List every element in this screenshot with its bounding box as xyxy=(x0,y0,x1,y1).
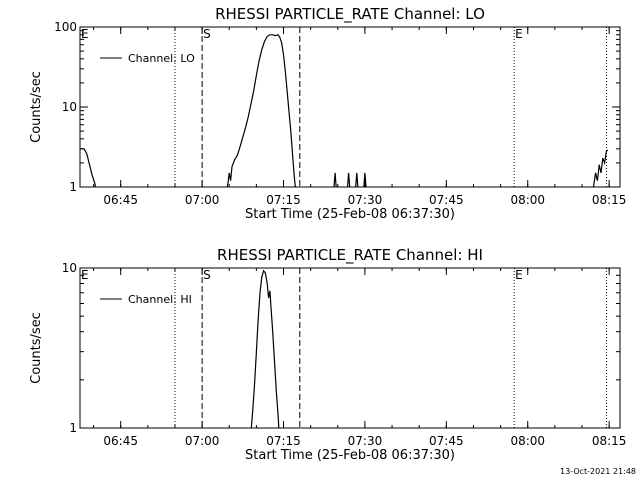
chart-title: RHESSI PARTICLE_RATE Channel: LO xyxy=(215,5,485,24)
x-tick-label: 08:00 xyxy=(510,434,545,448)
x-axis-label: Start Time (25-Feb-08 06:37:30) xyxy=(245,207,455,222)
x-tick-label: 08:15 xyxy=(592,193,627,207)
corner-label: E xyxy=(81,268,89,282)
legend-label: Channel: HI xyxy=(128,293,192,306)
series-line-segment xyxy=(226,34,296,187)
x-tick-label: 07:45 xyxy=(429,434,464,448)
chart-title: RHESSI PARTICLE_RATE Channel: HI xyxy=(217,246,483,265)
marker-label: S xyxy=(203,27,211,41)
series-line-segment xyxy=(592,149,609,187)
legend-label: Channel: LO xyxy=(128,52,195,65)
chart-panel-lo: RHESSI PARTICLE_RATE Channel: LO 06:45 07:… xyxy=(29,5,626,222)
x-tick-label: 07:15 xyxy=(266,193,301,207)
timestamp-stamp: 13-Oct-2021 21:48 xyxy=(560,467,636,476)
series-line-segment xyxy=(346,172,351,187)
series-line-segment xyxy=(363,172,367,187)
x-axis-label: Start Time (25-Feb-08 06:37:30) xyxy=(245,448,455,463)
x-tick-label: 06:45 xyxy=(103,434,138,448)
y-tick-label: 10 xyxy=(62,261,77,275)
plot-frame xyxy=(79,26,621,188)
x-tick-label: 07:00 xyxy=(185,193,220,207)
series-line-segment xyxy=(333,172,337,187)
x-tick-label: 08:00 xyxy=(510,193,545,207)
chart-panel-hi: RHESSI PARTICLE_RATE Channel: HI 06:45 07:… xyxy=(29,246,626,463)
x-tick-label: 07:15 xyxy=(266,434,301,448)
series-line-segment xyxy=(250,269,280,428)
marker-label: E xyxy=(515,27,523,41)
marker-label: S xyxy=(203,268,211,282)
y-axis-label: Counts/sec xyxy=(29,71,44,143)
y-axis-label: Counts/sec xyxy=(29,312,44,384)
marker-label: E xyxy=(515,268,523,282)
x-tick-label: 07:00 xyxy=(185,434,220,448)
x-tick-label: 07:30 xyxy=(348,193,383,207)
x-tick-label: 08:15 xyxy=(592,434,627,448)
y-tick-label: 100 xyxy=(54,20,77,34)
x-tick-label: 07:45 xyxy=(429,193,464,207)
x-tick-label: 07:30 xyxy=(348,434,383,448)
series-line-segment xyxy=(80,148,97,187)
x-tick-label: 06:45 xyxy=(103,193,138,207)
y-tick-label: 10 xyxy=(62,100,77,114)
series-group xyxy=(250,269,280,428)
plot-frame xyxy=(79,267,621,429)
y-tick-label: 1 xyxy=(69,180,77,194)
corner-label: E xyxy=(81,27,89,41)
series-line-segment xyxy=(355,172,359,187)
series-group xyxy=(80,34,609,187)
y-tick-label: 1 xyxy=(69,421,77,435)
